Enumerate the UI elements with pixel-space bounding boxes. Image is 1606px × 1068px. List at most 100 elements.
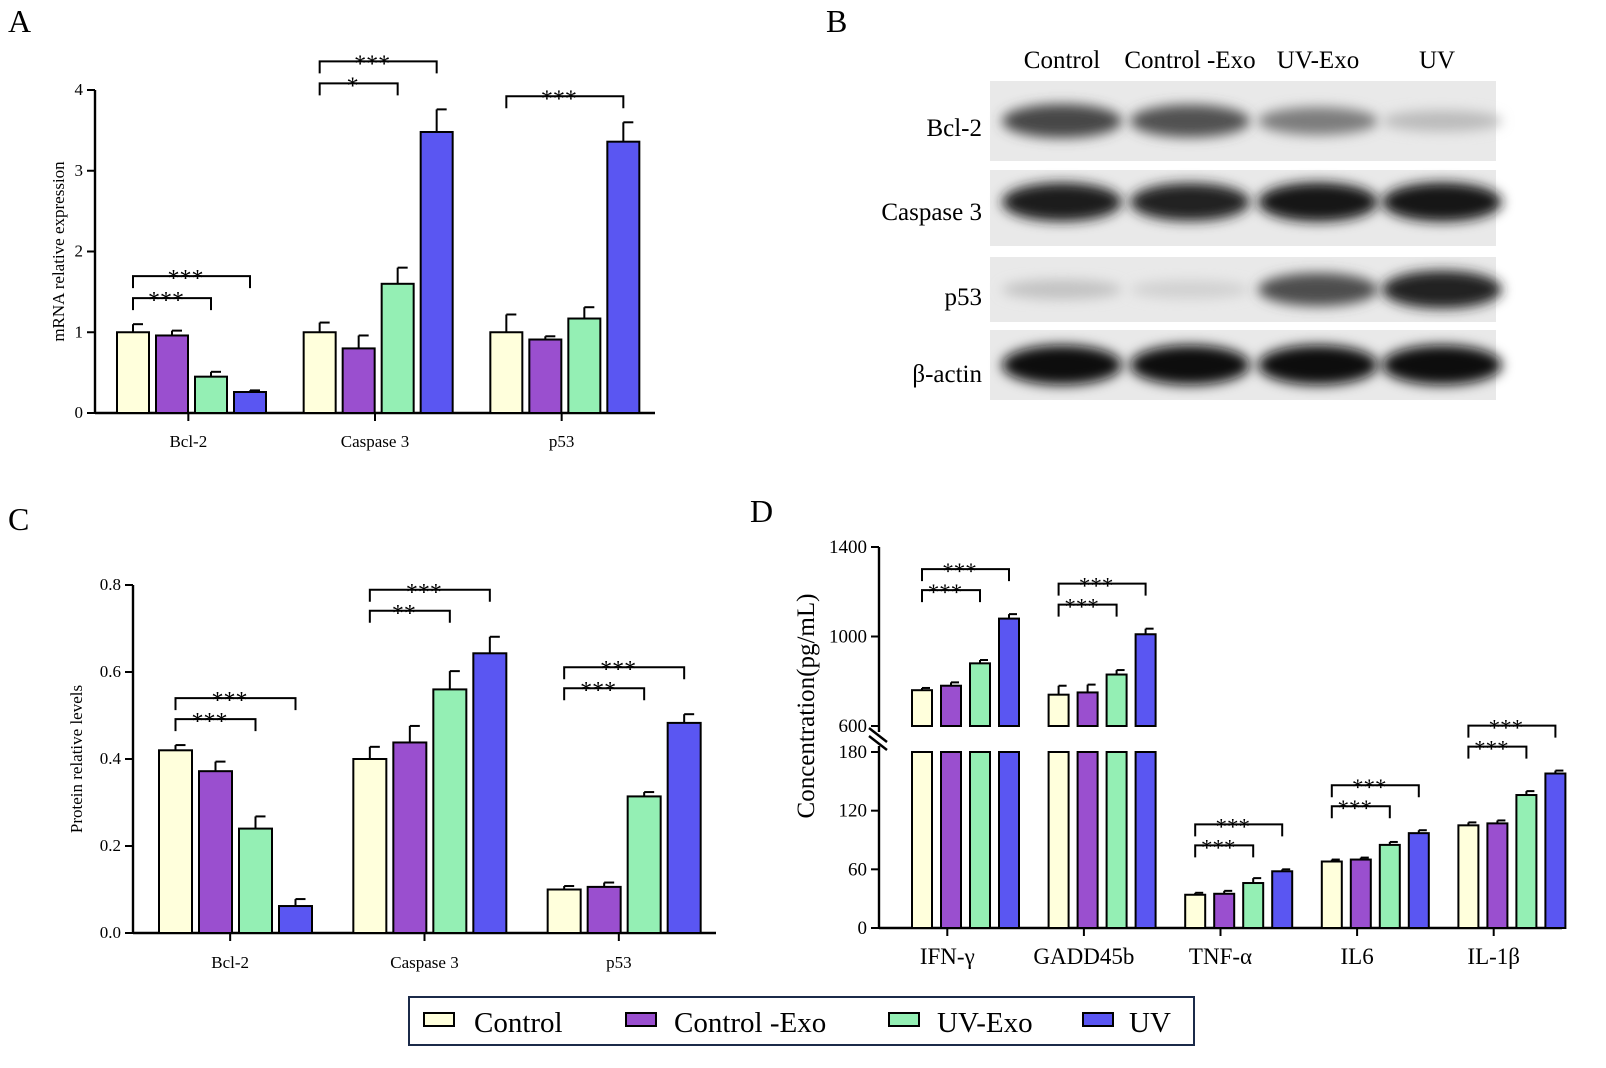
y-axis-label: mRNA relative expression: [49, 161, 68, 342]
blot-band-label: p53: [945, 284, 983, 311]
significance-label: ***: [1352, 775, 1387, 800]
significance-bracket: [368, 609, 451, 623]
y-tick-label: 3: [75, 161, 84, 180]
significance-bracket: [1467, 724, 1557, 738]
legend-label: UV: [1129, 1007, 1171, 1039]
significance-bracket: [1330, 784, 1420, 798]
x-category-label: IL-1β: [1467, 944, 1520, 969]
bar-control: [302, 331, 337, 414]
significance-label: ***: [1338, 796, 1373, 821]
blot-band: [1382, 182, 1502, 222]
x-category-label: Bcl-2: [169, 432, 207, 451]
significance-label: ***: [1215, 814, 1250, 839]
bar-control: [546, 888, 582, 934]
axis-break-mark: [868, 727, 888, 743]
significance-bracket: [174, 697, 297, 711]
blot-lane-label: Control -Exo: [1124, 47, 1255, 74]
blot-band-label: β-actin: [912, 361, 982, 388]
panel-a: A 0 1 2 3 4 mRNA relative expression Bcl-2 Casp…: [8, 3, 655, 451]
significance-bracket: [505, 95, 625, 109]
significance-label: ***: [1489, 716, 1524, 741]
bar-uv-exo: [1515, 794, 1538, 929]
bar-uv-exo: [194, 375, 228, 415]
legend-swatch-control: [423, 1012, 455, 1027]
blot-band: [1382, 110, 1502, 132]
bar-control: [352, 758, 388, 934]
bar-control-exo: [1486, 822, 1509, 930]
x-category-label: IFN-γ: [920, 944, 975, 969]
x-category-label: Caspase 3: [390, 953, 458, 972]
blot-band: [1130, 280, 1250, 299]
significance-label: ***: [942, 559, 977, 584]
bar-control-exo: [586, 885, 622, 935]
bar-control-exo-lower: [940, 751, 962, 929]
blot-band: [1002, 182, 1122, 222]
panel-label-c: C: [8, 501, 29, 537]
significance-bracket: [1467, 745, 1528, 759]
blot-band: [1130, 345, 1250, 385]
bar-uv: [472, 652, 508, 934]
blot-band: [1002, 279, 1122, 300]
blot-band-label: Bcl-2: [926, 115, 982, 142]
blot-band: [1258, 182, 1378, 222]
bar-control: [1457, 824, 1480, 929]
x-category-label: IL6: [1340, 944, 1373, 969]
y-tick-label: 0: [858, 918, 868, 939]
significance-label: ***: [1079, 574, 1114, 599]
bar-uv: [233, 391, 267, 415]
y-tick-label: 1400: [829, 537, 867, 558]
blot-strips: Bcl-2 Caspase 3 p53 β-actin: [881, 81, 1502, 400]
bar-uv: [278, 905, 313, 935]
blot-band: [1382, 270, 1502, 309]
blot-lane-label: UV: [1419, 47, 1455, 74]
panel-c: C 0.0 0.2 0.4 0.6 0.8 Protein relative levels…: [8, 501, 716, 972]
blot-band: [1382, 345, 1502, 385]
significance-bracket: [563, 666, 686, 680]
significance-label: ***: [541, 86, 577, 112]
blot-band: [1002, 104, 1122, 138]
legend-swatch-uv: [1082, 1012, 1114, 1027]
y-axis-label: Protein relative levels: [67, 685, 86, 833]
significance-bracket: [132, 275, 251, 289]
significance-bracket: [921, 589, 981, 603]
significance-bracket: [1194, 844, 1255, 858]
panel-b-western-blot: B Control Control -Exo UV-Exo UV Bcl-2 Caspa…: [826, 3, 1502, 400]
x-category-label: Caspase 3: [341, 432, 409, 451]
y-tick-label: 0.8: [100, 575, 121, 594]
x-category-label: GADD45b: [1033, 944, 1134, 969]
y-tick-label: 600: [839, 716, 868, 737]
panel-label-d: D: [750, 493, 773, 529]
x-category-label: TNF-α: [1189, 944, 1252, 969]
bar-control-exo-upper: [940, 684, 962, 727]
bar-uv: [666, 721, 702, 935]
bar-uv-exo-upper: [969, 662, 991, 727]
bar-uv: [1544, 772, 1567, 929]
legend: Control Control -Exo UV-Exo UV: [408, 996, 1195, 1046]
bar-control-lower: [1047, 751, 1070, 929]
y-tick-label: 120: [839, 801, 868, 822]
blot-band: [1130, 104, 1250, 138]
significance-label: ***: [1474, 737, 1509, 762]
blot-band: [1258, 345, 1378, 385]
panel-label-a: A: [8, 3, 31, 39]
significance-label: ***: [212, 688, 248, 714]
y-tick-label: 0.2: [100, 836, 121, 855]
significance-bracket: [1194, 823, 1284, 837]
bar-uv-exo: [432, 688, 468, 935]
bar-uv-exo-upper: [1105, 673, 1128, 727]
bar-control-exo: [1349, 858, 1372, 929]
blot-band: [1130, 182, 1250, 222]
bar-uv-exo: [1378, 843, 1401, 930]
legend-frame: [408, 996, 1195, 1046]
blot-band: [1258, 272, 1378, 307]
panel-d: D 0 60 120 180 600 1000 1400 Concentration(pg/m…: [750, 493, 1567, 969]
blot-lane-label: Control: [1024, 47, 1100, 74]
significance-bracket: [1057, 582, 1147, 596]
significance-bracket: [318, 82, 399, 96]
bar-uv: [1271, 870, 1294, 929]
significance-label: ***: [168, 266, 204, 292]
bar-control-lower: [911, 751, 933, 929]
bar-uv-upper: [1134, 633, 1157, 728]
significance-label: *: [347, 73, 359, 99]
x-category-label: p53: [549, 432, 575, 451]
